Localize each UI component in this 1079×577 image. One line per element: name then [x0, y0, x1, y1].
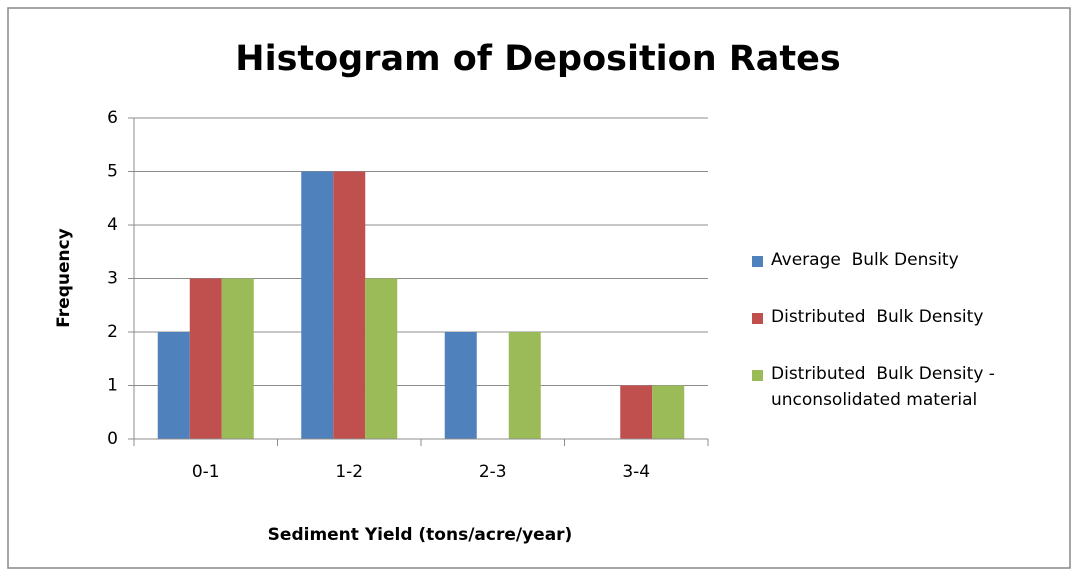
- legend-swatch: [752, 256, 763, 267]
- x-tick-label: 2-3: [479, 462, 507, 482]
- bar: [301, 171, 334, 439]
- bar: [189, 278, 222, 439]
- bar: [444, 332, 477, 439]
- y-tick-label: 2: [107, 322, 118, 342]
- bar: [365, 278, 398, 439]
- legend-swatch: [752, 370, 763, 381]
- bar: [221, 278, 254, 439]
- legend-entry: Distributed Bulk Density - unconsolidate…: [750, 364, 1060, 413]
- legend-entry: Average Bulk Density: [750, 250, 1060, 273]
- x-tick-label: 3-4: [622, 462, 650, 482]
- bar: [652, 385, 685, 439]
- bar: [333, 171, 366, 439]
- legend-label: Distributed Bulk Density - unconsolidate…: [771, 364, 1001, 410]
- y-axis-label: Frequency: [54, 228, 74, 328]
- legend-entry: Distributed Bulk Density: [750, 307, 1060, 330]
- y-tick-label: 6: [107, 108, 118, 128]
- y-tick-label: 4: [107, 215, 118, 235]
- y-tick-label: 5: [107, 162, 118, 182]
- y-tick-label: 3: [107, 269, 118, 289]
- legend: Average Bulk Density Distributed Bulk Den…: [750, 250, 1060, 447]
- bar: [157, 332, 190, 439]
- bar: [620, 385, 653, 439]
- x-tick-label: 0-1: [192, 462, 220, 482]
- bar: [508, 332, 541, 439]
- y-tick-label: 0: [107, 429, 118, 449]
- y-tick-label: 1: [107, 376, 118, 396]
- x-tick-label: 1-2: [335, 462, 363, 482]
- chart-title: Histogram of Deposition Rates: [235, 39, 840, 79]
- legend-label: Average Bulk Density: [771, 250, 959, 270]
- x-axis-label: Sediment Yield (tons/acre/year): [268, 525, 573, 545]
- legend-swatch: [752, 313, 763, 324]
- chart-border: [7, 7, 1071, 569]
- legend-label: Distributed Bulk Density: [771, 307, 984, 327]
